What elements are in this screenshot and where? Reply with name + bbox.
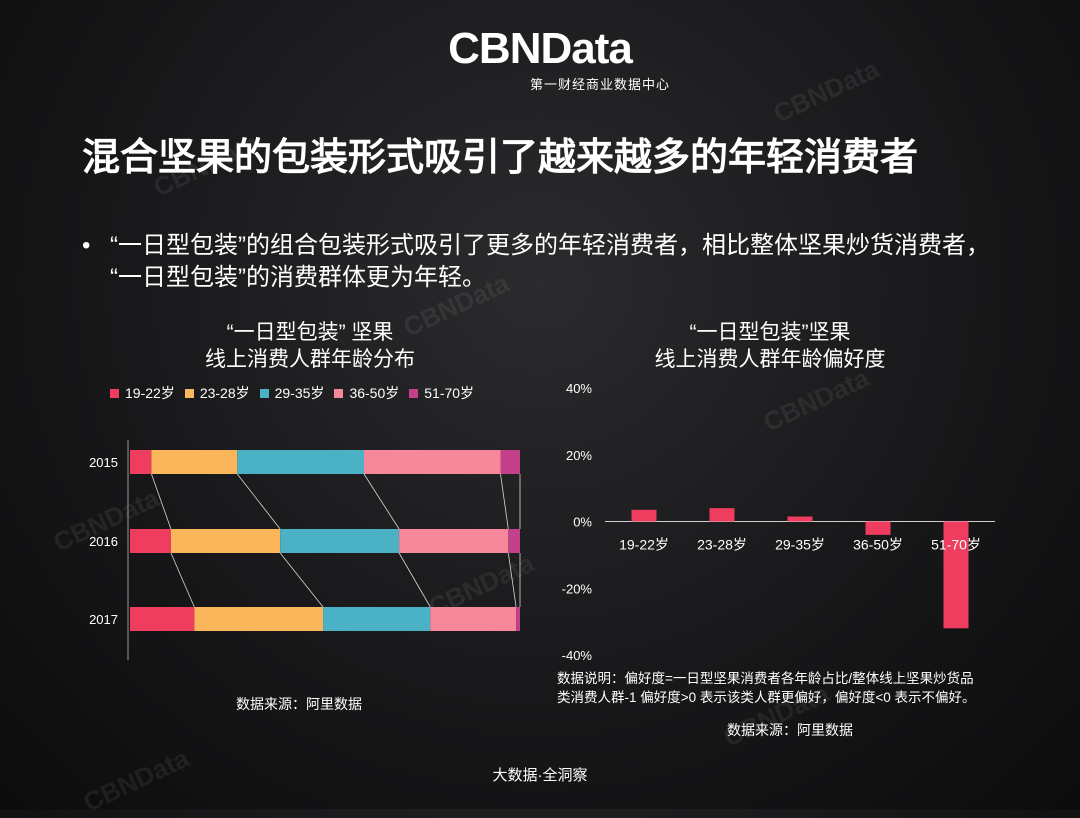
page-title: 混合坚果的包装形式吸引了越来越多的年轻消费者 [82,137,919,179]
legend-swatch [409,388,419,398]
x-tick-label: 36-50岁 [853,537,903,553]
preference-bar-29-35岁 [787,516,813,522]
legend-item: 36-50岁 [334,383,399,403]
bullet-dot: • [82,232,91,259]
legend-swatch [259,388,269,398]
segment-connector-line [363,473,400,530]
legend-swatch [184,388,194,398]
segment-connector-line [279,552,324,608]
preference-title-line1: “一日型包装”坚果 [689,321,851,344]
preference-bar-19-22岁 [631,509,657,522]
age-distribution-title-line1: “一日型包装” 坚果 [226,321,394,344]
logo-wordmark: CBNData [448,24,633,73]
legend-item: 19-22岁 [110,383,175,403]
logo-subtitle: 第一财经商业数据中心 [529,77,670,92]
stacked-bar-segment-2016-19-22岁 [130,529,171,553]
age-distribution-chart-title: “一日型包装” 坚果 线上消费人群年龄分布 [110,319,510,373]
legend-label: 23-28岁 [199,385,250,401]
preference-chart-title: “一日型包装”坚果 线上消费人群年龄偏好度 [575,319,965,373]
preference-note: 数据说明：偏好度=一日型坚果消费者各年龄占比/整体线上坚果炒货品 类消费人群-1… [557,669,1037,707]
x-tick-label: 23-28岁 [697,537,747,553]
legend-label: 19-22岁 [125,385,175,401]
age-distribution-title-line2: 线上消费人群年龄分布 [205,348,415,371]
logo: CBNData 第一财经商业数据中心 [0,26,1080,93]
legend-label: 51-70岁 [424,385,475,401]
preference-bar-51-70岁 [943,521,969,629]
stacked-bar-segment-2015-23-28岁 [151,450,238,474]
stacked-bar-segment-2016-36-50岁 [399,529,509,553]
note-line1: 数据说明：偏好度=一日型坚果消费者各年龄占比/整体线上坚果炒货品 [557,671,974,686]
segment-connector-line [151,473,172,530]
y-tick-label: 2017 [89,612,118,627]
y-tick-label: 40% [566,381,592,396]
legend-item: 29-35岁 [259,383,325,403]
legend-label: 36-50岁 [349,385,400,401]
preference-bar-23-28岁 [709,508,735,522]
chart-legend: 19-22岁 23-28岁 29-35岁 36-50岁 51-70岁 [110,383,474,403]
y-tick-label: 2015 [89,455,118,470]
x-tick-label: 29-35岁 [775,537,825,553]
segment-connector-line [500,473,509,530]
stacked-bar-segment-2016-29-35岁 [280,529,400,553]
stacked-bar-segment-2017-36-50岁 [430,607,517,631]
preference-title-line2: 线上消费人群年龄偏好度 [654,348,886,371]
footer-slogan: 大数据·全洞察 [492,767,588,784]
stacked-bar-segment-2015-29-35岁 [237,450,364,474]
left-chart-source: 数据来源：阿里数据 [236,696,362,712]
stacked-bar-segment-2017-19-22岁 [130,607,195,631]
y-tick-label: 0% [573,515,592,530]
segment-connector-line [236,473,281,530]
preference-bar-36-50岁 [865,521,891,535]
stacked-bar-segment-2016-51-70岁 [508,529,520,553]
y-tick-label: 20% [566,448,592,463]
stacked-bar-segment-2017-29-35岁 [323,607,431,631]
segment-connector-line [170,552,195,608]
stacked-bar-segment-2015-36-50岁 [364,450,501,474]
legend-swatch [334,388,344,398]
legend-label: 29-35岁 [274,385,325,401]
stacked-bar-segment-2017-23-28岁 [194,607,324,631]
stacked-bar-segment-2016-23-28岁 [170,529,281,553]
note-line2: 类消费人群-1 偏好度>0 表示该类人群更偏好，偏好度<0 表示不偏好。 [557,690,976,705]
stacked-bar-segment-2015-19-22岁 [130,450,152,474]
legend-item: 51-70岁 [409,383,474,403]
segment-connector-line [398,552,431,608]
right-chart-source: 数据来源：阿里数据 [727,722,853,738]
x-tick-label: 51-70岁 [931,537,981,553]
stacked-bar-segment-2017-51-70岁 [516,607,520,631]
bullet-text: “一日型包装”的组合包装形式吸引了更多的年轻消费者，相比整体坚果炒货消费者， “… [110,232,990,291]
x-tick-label: 19-22岁 [619,537,669,553]
y-tick-label: 2016 [89,534,118,549]
legend-swatch [110,388,119,398]
segment-connector-line [507,552,517,608]
stacked-bar-segment-2015-51-70岁 [500,450,520,474]
y-tick-label: -20% [562,581,593,596]
legend-item: 23-28岁 [184,383,250,403]
y-tick-label: -40% [562,648,593,663]
